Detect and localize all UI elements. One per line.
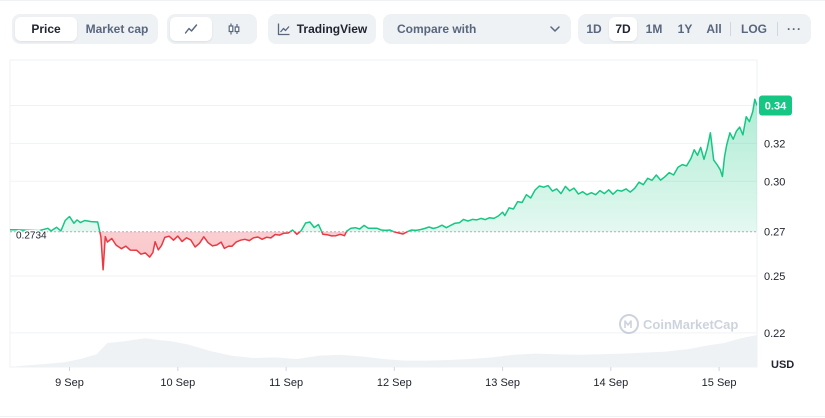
x-tick-label: 10 Sep bbox=[160, 377, 195, 389]
y-tick-label: 0.32 bbox=[764, 138, 785, 150]
tradingview-button[interactable]: TradingView bbox=[268, 14, 376, 44]
price-line-down[interactable] bbox=[10, 99, 757, 271]
tradingview-label: TradingView bbox=[296, 22, 368, 36]
x-tick-label: 12 Sep bbox=[377, 377, 412, 389]
currency-label: USD bbox=[771, 359, 794, 371]
current-price-badge bbox=[759, 95, 792, 116]
coinmarketcap-logo-mark-icon bbox=[624, 320, 632, 328]
y-tick-label: 0.25 bbox=[764, 271, 785, 283]
log-scale-button[interactable]: LOG bbox=[741, 22, 767, 36]
range-all-button[interactable]: All bbox=[706, 22, 722, 36]
x-tick-label: 13 Sep bbox=[485, 377, 520, 389]
price-tab[interactable]: Price bbox=[15, 17, 77, 41]
watermark-text: CoinMarketCap bbox=[643, 317, 738, 332]
time-range-toggle: 1D 7D 1M 1Y All LOG ··· bbox=[578, 14, 811, 44]
market-cap-tab[interactable]: Market cap bbox=[85, 22, 149, 36]
y-tick-label: 0.27 bbox=[764, 227, 785, 239]
coinmarketcap-logo-icon bbox=[619, 314, 639, 334]
price-marketcap-toggle: Price Market cap bbox=[12, 14, 158, 44]
range-divider bbox=[730, 22, 731, 36]
price-area-below-baseline bbox=[10, 231, 757, 270]
x-tick-label: 14 Sep bbox=[593, 377, 628, 389]
price-area-above-baseline bbox=[10, 99, 757, 232]
candlestick-chart-button[interactable] bbox=[214, 17, 254, 41]
chevron-down-icon bbox=[550, 26, 560, 32]
range-7d-button[interactable]: 7D bbox=[609, 17, 637, 41]
y-tick-label: 0.22 bbox=[764, 328, 785, 340]
compare-with-label: Compare with bbox=[397, 22, 477, 36]
bottom-divider bbox=[0, 416, 825, 417]
more-divider bbox=[777, 22, 778, 36]
chart-toolbar: Price Market cap TradingView Compare wit… bbox=[0, 0, 825, 60]
top-divider bbox=[0, 0, 825, 1]
coinmarketcap-watermark: CoinMarketCap bbox=[619, 314, 738, 334]
baseline-price-label: 0.2734 bbox=[16, 231, 47, 242]
current-price-label: 0.34 bbox=[765, 101, 787, 113]
more-options-button[interactable]: ··· bbox=[787, 22, 802, 36]
x-tick-label: 11 Sep bbox=[269, 377, 303, 389]
range-1d-button[interactable]: 1D bbox=[586, 22, 602, 36]
x-tick-label: 15 Sep bbox=[702, 377, 737, 389]
line-chart-button[interactable] bbox=[170, 17, 212, 41]
candlestick-icon bbox=[228, 23, 240, 35]
tradingview-chart-icon bbox=[277, 23, 290, 36]
line-chart-icon bbox=[184, 24, 198, 34]
compare-with-select[interactable]: Compare with bbox=[383, 14, 571, 44]
range-1m-button[interactable]: 1M bbox=[645, 22, 663, 36]
chart-type-toggle bbox=[167, 14, 257, 44]
volume-area bbox=[10, 335, 757, 367]
range-1y-button[interactable]: 1Y bbox=[677, 22, 693, 36]
y-tick-label: 0.30 bbox=[764, 176, 785, 188]
price-line-up[interactable] bbox=[10, 98, 757, 270]
x-tick-label: 9 Sep bbox=[55, 377, 84, 389]
